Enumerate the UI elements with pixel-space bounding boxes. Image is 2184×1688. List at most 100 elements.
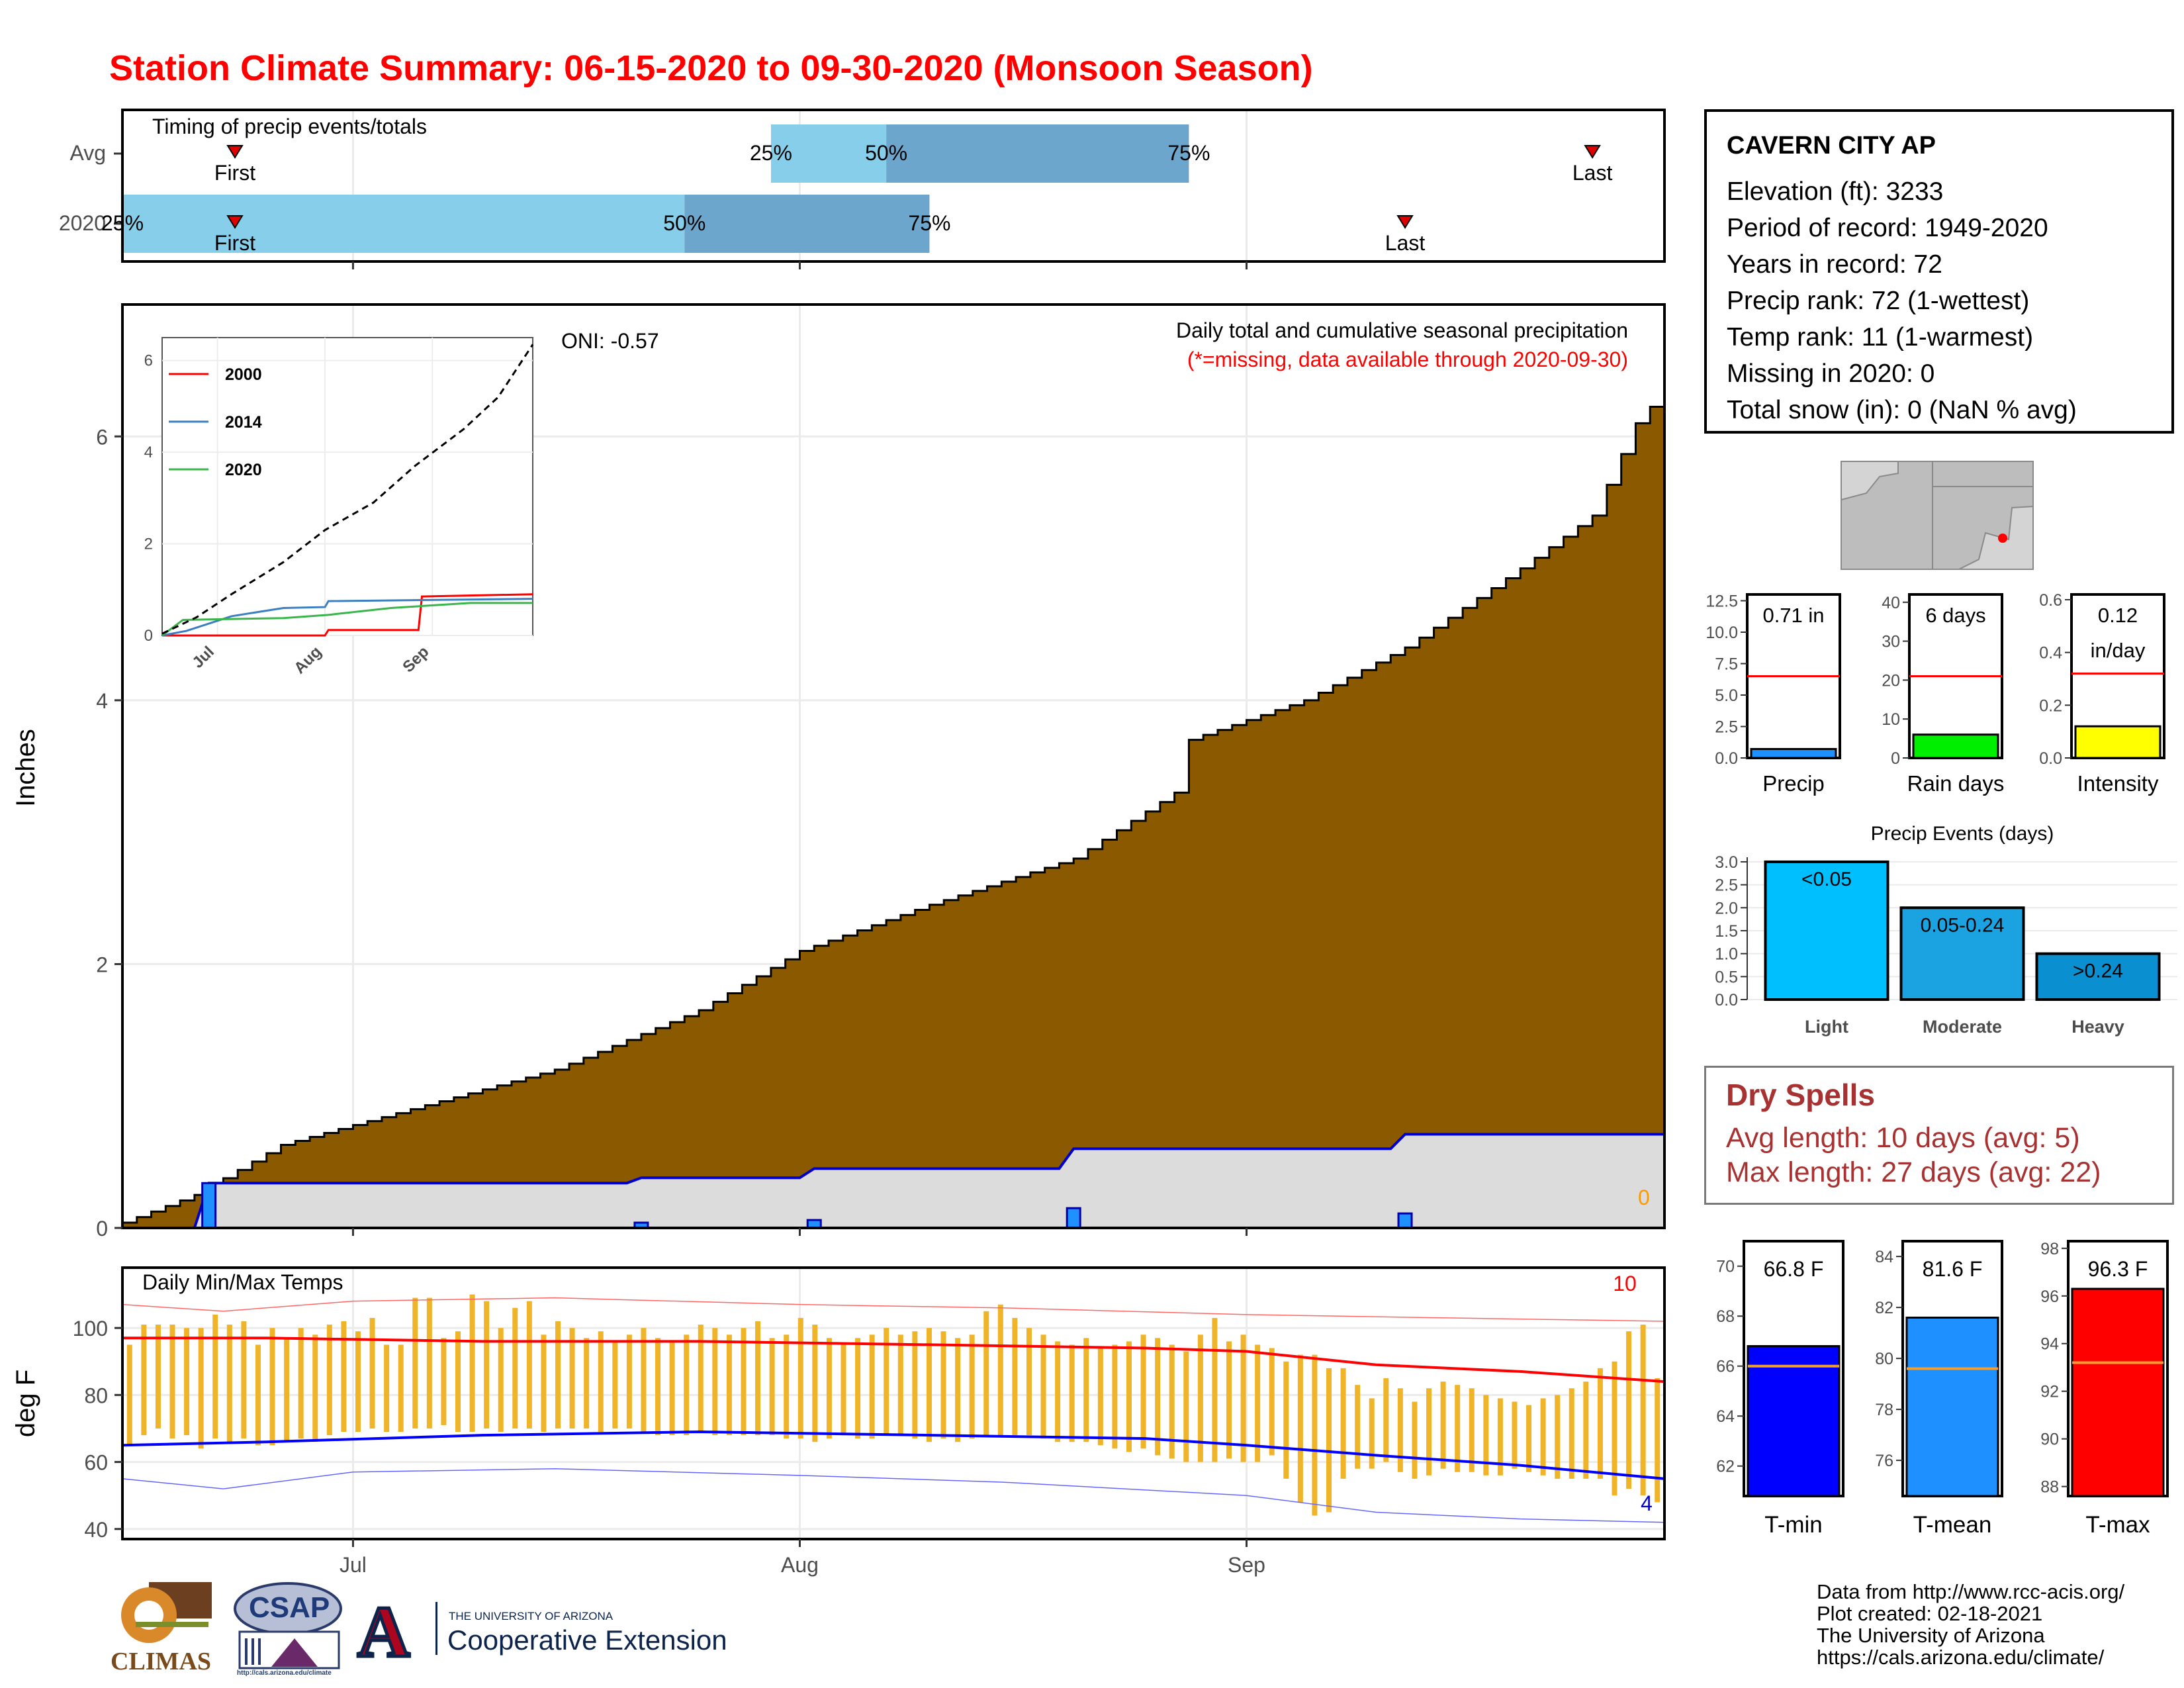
stat-name-label: Rain days xyxy=(1907,771,2005,796)
timing-p75-label: 75% xyxy=(1167,141,1210,165)
ua-letter-icon: A xyxy=(355,1590,411,1674)
daily-temp-bar xyxy=(212,1314,218,1439)
timing-title: Timing of precip events/totals xyxy=(152,115,427,138)
events-ytick-label: 2.0 xyxy=(1715,899,1738,917)
daily-temp-bar xyxy=(684,1335,690,1436)
tbar-t-max xyxy=(2071,1288,2165,1497)
daily-temp-bar xyxy=(1526,1405,1532,1472)
daily-temp-bar xyxy=(1012,1317,1018,1436)
daily-temp-bar xyxy=(155,1325,161,1429)
inset-series-line xyxy=(161,344,534,635)
precip-ytick-label: 6 xyxy=(96,425,108,449)
daily-temp-bar xyxy=(1255,1344,1261,1462)
inset-ytick-label: 2 xyxy=(144,536,153,553)
daily-temp-bar xyxy=(741,1328,747,1436)
stat-name-label: Intensity xyxy=(2077,771,2159,796)
daily-temp-bar xyxy=(1126,1341,1132,1452)
daily-temp-bar xyxy=(969,1335,975,1439)
timing-bar-q2 xyxy=(886,124,1189,183)
daily-temp-bar xyxy=(769,1338,775,1436)
map-state-shapes xyxy=(1841,461,2034,570)
stat-name-label: Precip xyxy=(1762,771,1825,796)
station-info: CAVERN CITY AP Elevation (ft): 3233 Peri… xyxy=(1704,109,2174,434)
daily-temp-bar xyxy=(1269,1348,1275,1456)
tbar-ytick-label: 88 xyxy=(2040,1478,2059,1497)
dry-spells-avg: Avg length: 10 days (avg: 5) xyxy=(1726,1122,2080,1154)
daily-temp-bar xyxy=(126,1344,132,1446)
stat-bar-intensity xyxy=(2074,725,2161,759)
stat-ytick-label: 10 xyxy=(1882,710,1900,729)
stat-ytick-label: 0.4 xyxy=(2039,644,2062,663)
daily-temp-bar xyxy=(1169,1344,1175,1459)
daily-temp-bar xyxy=(355,1331,361,1432)
map-state-borders xyxy=(1932,461,2033,569)
tbar-ytick-label: 84 xyxy=(1875,1248,1893,1266)
tbar-ytick-label: 94 xyxy=(2040,1335,2059,1354)
daily-temp-bar xyxy=(855,1338,861,1439)
temp-ylabel: deg F xyxy=(11,1370,40,1437)
tbar-ytick-label: 90 xyxy=(2040,1430,2059,1449)
timing-first-marker xyxy=(226,145,244,159)
stat-ytick-label: 0 xyxy=(1891,749,1900,768)
daily-temp-bar xyxy=(269,1328,275,1446)
tmin-record-line xyxy=(122,1468,1665,1523)
tbar-ytick-label: 64 xyxy=(1716,1407,1735,1426)
timing-first-label: First xyxy=(214,161,255,185)
ua-divider xyxy=(435,1602,437,1655)
daily-temp-bar xyxy=(598,1331,604,1432)
csap-logo: CSAP http://cals.arizona.edu/climate xyxy=(232,1582,344,1681)
daily-temp-bar xyxy=(826,1338,832,1439)
daily-temp-bar xyxy=(255,1344,261,1446)
stat-bar-precip xyxy=(1750,748,1837,759)
daily-temp-bar xyxy=(341,1321,347,1432)
daily-temp-bar xyxy=(784,1335,790,1439)
daily-temp-bar xyxy=(141,1325,147,1436)
daily-temp-bar xyxy=(912,1331,918,1439)
tbar-value-label: 96.3 F xyxy=(2088,1257,2148,1281)
daily-temp-bar xyxy=(812,1325,818,1442)
temp-chart: 40 60 80 100 Jul Aug Sep deg F Daily Min/Max Tem… xyxy=(11,1266,1666,1577)
tbar-ytick-label: 82 xyxy=(1875,1299,1893,1317)
tbar-ytick-label: 62 xyxy=(1716,1458,1735,1476)
precip-ytick-label: 4 xyxy=(96,689,108,713)
daily-temp-bar xyxy=(1297,1354,1303,1503)
missing-count-label: 0 xyxy=(1638,1186,1650,1209)
stat-value-label: 0.71 in xyxy=(1762,604,1824,627)
tbar-ytick-label: 78 xyxy=(1875,1401,1893,1419)
tbar-ytick-label: 80 xyxy=(1875,1350,1893,1368)
daily-temp-bar xyxy=(1083,1338,1089,1442)
daily-temp-bar xyxy=(1626,1331,1632,1489)
daily-temp-bar xyxy=(1612,1361,1617,1496)
locator-map xyxy=(1841,461,2034,570)
daily-temp-bar xyxy=(241,1321,247,1439)
daily-temp-bar xyxy=(1197,1335,1203,1462)
station-years: Years in record: 72 xyxy=(1727,250,1942,279)
daily-temp-bar xyxy=(284,1338,290,1442)
inset-series-line xyxy=(162,593,533,637)
daily-temp-bar xyxy=(955,1338,961,1442)
inset-series-line xyxy=(161,602,533,637)
daily-temp-bar xyxy=(1097,1348,1103,1446)
temp-title: Daily Min/Max Temps xyxy=(142,1270,343,1294)
precip-events-chart: Precip Events (days) 0.0 0.5 1.0 1.5 2.0 2.5 3.… xyxy=(1715,823,2177,1037)
daily-temp-bar xyxy=(555,1321,561,1429)
daily-temp-bar xyxy=(441,1338,447,1425)
stat-ytick-label: 40 xyxy=(1882,594,1900,612)
daily-temp-bar xyxy=(1583,1382,1589,1479)
daily-temp-bar xyxy=(1469,1388,1475,1472)
events-ytick-label: 0.0 xyxy=(1715,991,1738,1009)
tbar-value-label: 81.6 F xyxy=(1923,1257,1983,1281)
daily-temp-bar xyxy=(1226,1341,1232,1459)
daily-temp-bar xyxy=(1283,1361,1289,1479)
timing-row-label: 2020 xyxy=(59,211,106,235)
precip-ytick-label: 0 xyxy=(96,1217,108,1241)
station-elevation: Elevation (ft): 3233 xyxy=(1727,177,1944,206)
daily-temp-bar xyxy=(484,1301,490,1429)
daily-temp-bar xyxy=(455,1331,461,1432)
daily-precip-bar xyxy=(1066,1207,1081,1229)
events-bar-moderate xyxy=(1899,906,2025,1001)
tmax-mean-line xyxy=(122,1336,1665,1383)
temp-frame xyxy=(121,1266,1666,1540)
daily-temp-bar xyxy=(526,1301,532,1429)
temp-bars-chart: 62 64 66 68 70 66.8 F T-min 76 78 80 82 84 81.6 F T-m… xyxy=(1716,1240,2169,1538)
